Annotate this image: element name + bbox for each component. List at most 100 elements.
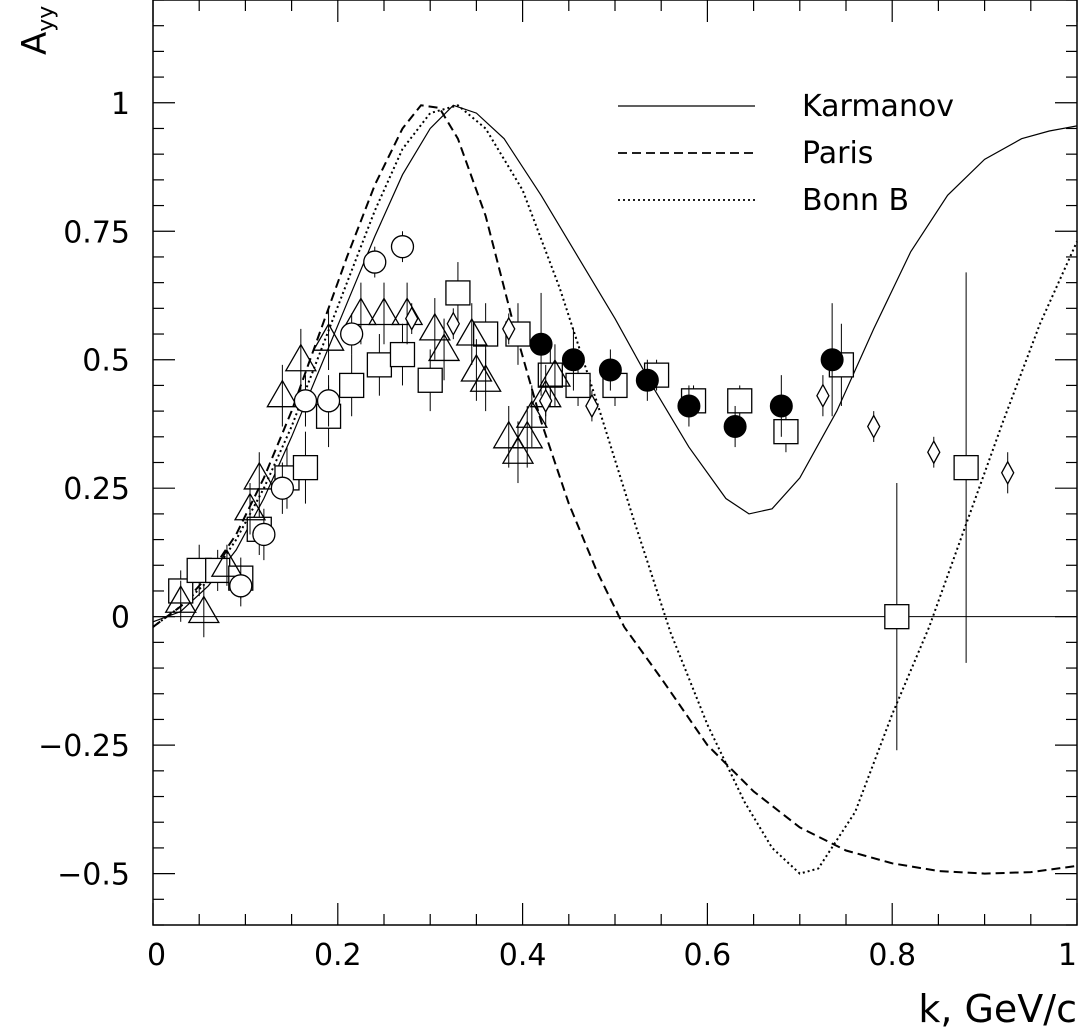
- data-point-triangle: [266, 364, 299, 427]
- diamond-marker: [404, 306, 419, 331]
- x-tick-label: 0.8: [868, 938, 916, 973]
- triangle-marker: [492, 420, 525, 449]
- x-tick-label: 0: [147, 938, 166, 973]
- data-point-triangle: [501, 421, 535, 484]
- square-marker: [339, 372, 365, 399]
- data-point-triangle: [469, 349, 502, 412]
- legend-label-paris: Paris: [802, 136, 873, 171]
- data-point-triangle: [210, 544, 244, 586]
- triangle-marker: [367, 297, 401, 326]
- legend-label-bonn-b: Bonn B: [802, 183, 909, 218]
- open-circle-marker: [270, 476, 295, 500]
- triangle-marker: [455, 317, 488, 346]
- data-point-circle-open: [363, 246, 387, 278]
- triangle-marker: [501, 435, 535, 464]
- data-point-triangle: [515, 385, 548, 448]
- diamond-marker: [866, 414, 881, 439]
- data-point-triangle: [492, 405, 525, 468]
- data-point-triangle: [538, 344, 572, 406]
- triangle-marker: [266, 379, 299, 408]
- triangle-marker: [312, 322, 345, 351]
- diamond-marker: [927, 439, 941, 465]
- triangle-marker: [187, 595, 220, 624]
- data-point-triangle: [390, 282, 424, 345]
- data-point-circle-filled: [598, 349, 622, 391]
- curve-bonn-b: [152, 104, 1078, 875]
- square-marker: [205, 557, 231, 584]
- diamond-marker: [585, 393, 599, 419]
- filled-circle-marker: [723, 415, 747, 439]
- y-tick-label: 0.75: [63, 215, 130, 250]
- data-point-triangle: [284, 328, 317, 391]
- data-point-circle-filled: [561, 328, 585, 391]
- data-point-triangle: [427, 318, 461, 381]
- x-axis-label: k, GeV/c: [918, 987, 1077, 1031]
- x-tick-label: 0.4: [499, 938, 547, 973]
- y-tick-label: 0.25: [63, 472, 130, 507]
- triangle-marker: [511, 420, 544, 449]
- diamond-marker: [816, 383, 830, 409]
- data-point-square: [417, 349, 443, 412]
- data-point-diamond: [501, 313, 516, 345]
- filled-circle-marker: [820, 348, 844, 372]
- triangle-marker: [390, 297, 424, 326]
- filled-circle-marker: [561, 348, 585, 372]
- square-marker: [953, 454, 979, 481]
- triangle-marker: [538, 358, 572, 387]
- triangle-marker: [243, 461, 276, 490]
- data-point-triangle: [312, 308, 345, 370]
- square-marker: [292, 454, 319, 481]
- data-point-square: [292, 431, 319, 504]
- data-point-square: [773, 411, 799, 453]
- square-marker: [884, 604, 910, 630]
- open-circle-marker: [229, 574, 253, 598]
- triangle-marker: [164, 584, 197, 613]
- data-point-square: [953, 272, 979, 663]
- filled-circle-marker: [598, 358, 622, 382]
- data-point-square: [339, 354, 365, 417]
- triangle-marker: [418, 312, 451, 341]
- data-point-triangle: [511, 405, 544, 468]
- curve-karmanov: [152, 104, 1078, 623]
- triangle-marker: [344, 297, 378, 326]
- data-point-circle-filled: [723, 405, 747, 448]
- data-point-square: [389, 323, 416, 386]
- y-tick-label: −0.25: [38, 729, 130, 764]
- x-tick-label: 0.6: [684, 938, 732, 973]
- data-point-diamond: [1000, 452, 1015, 494]
- data-point-circle-open: [270, 462, 295, 514]
- triangle-marker: [427, 333, 461, 362]
- triangle-marker: [210, 548, 244, 577]
- data-point-square: [205, 549, 231, 591]
- data-point-circle-open: [252, 508, 276, 561]
- y-axis-label-main: A: [15, 32, 55, 55]
- data-point-diamond: [404, 303, 419, 335]
- open-circle-marker: [293, 389, 318, 413]
- triangle-marker: [515, 399, 548, 428]
- data-point-diamond: [446, 308, 461, 340]
- data-point-diamond: [927, 436, 941, 468]
- diamond-marker: [501, 316, 516, 342]
- open-circle-marker: [363, 250, 387, 274]
- filled-circle-marker: [529, 332, 553, 356]
- x-tick-label: 1: [1058, 938, 1077, 973]
- data-point-circle-filled: [635, 359, 659, 401]
- data-point-triangle: [243, 452, 276, 504]
- data-point-circle-open: [316, 375, 341, 427]
- square-marker: [727, 388, 753, 414]
- data-point-circle-open: [340, 313, 364, 355]
- data-point-circle-filled: [529, 292, 553, 396]
- data-point-circle-filled: [820, 303, 844, 417]
- legend-label-karmanov: Karmanov: [802, 89, 954, 124]
- y-axis-label: Ayy: [15, 6, 59, 55]
- axis-ticks: [152, 0, 1078, 926]
- data-point-circle-open: [390, 231, 415, 263]
- square-marker: [445, 280, 471, 306]
- y-axis-label-subscript: yy: [34, 6, 59, 32]
- data-point-square: [366, 334, 393, 396]
- data-point-triangle: [367, 282, 401, 345]
- data-point-circle-open: [293, 375, 318, 427]
- diamond-marker: [1000, 460, 1015, 486]
- triangle-marker: [233, 492, 267, 521]
